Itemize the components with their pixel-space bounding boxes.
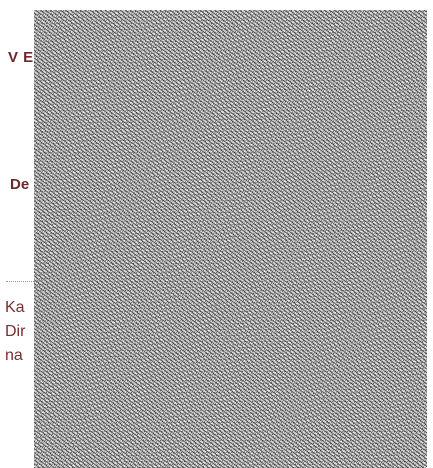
body-line-1: Ka [5, 299, 25, 316]
body-line-2: Dir [5, 323, 26, 340]
section-heading-top: V E [8, 49, 34, 66]
body-line-3: na [5, 347, 23, 364]
noise-overlay [34, 10, 427, 468]
body-text-block: Ka Dir na [5, 296, 25, 368]
section-heading-mid: De [10, 176, 30, 193]
